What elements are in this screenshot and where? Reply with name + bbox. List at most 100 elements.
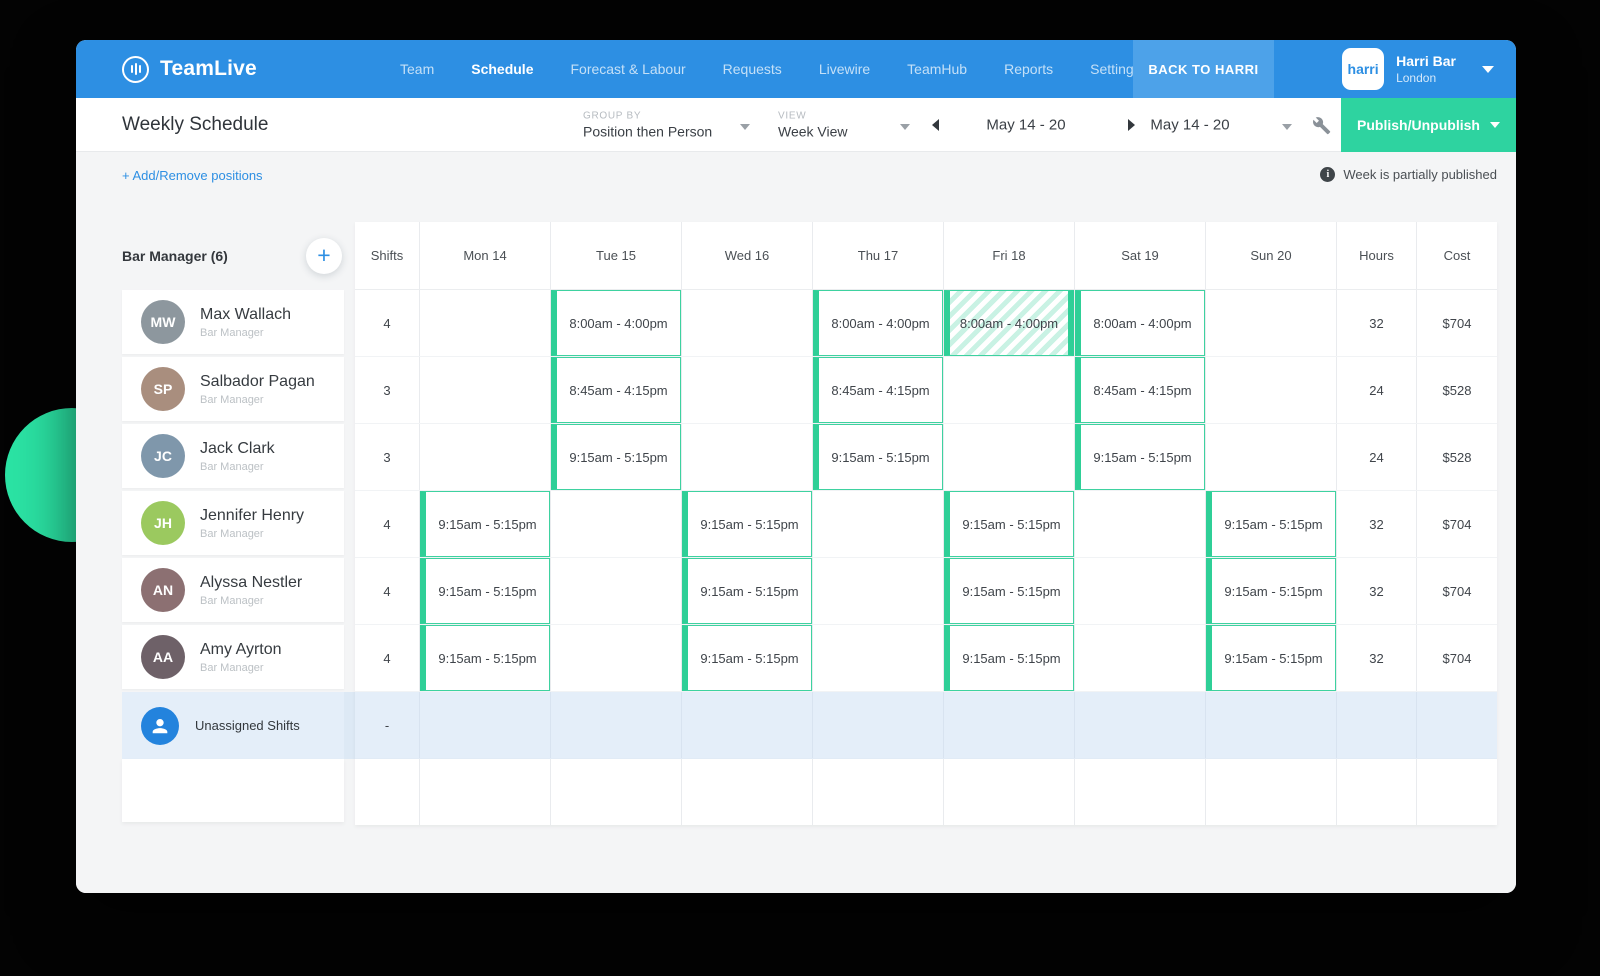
- day-cell[interactable]: 9:15am - 5:15pm: [944, 625, 1075, 691]
- shift-cell[interactable]: 9:15am - 5:15pm: [1206, 558, 1336, 624]
- date-range-picker[interactable]: May 14 - 20: [1150, 116, 1230, 133]
- day-cell[interactable]: [682, 692, 813, 758]
- settings-wrench-icon[interactable]: [1312, 116, 1331, 140]
- nav-item-livewire[interactable]: Livewire: [818, 61, 871, 77]
- date-range[interactable]: May 14 - 20: [986, 116, 1066, 133]
- day-cell[interactable]: [1075, 692, 1206, 758]
- day-cell[interactable]: [813, 491, 944, 557]
- day-cell[interactable]: 8:00am - 4:00pm: [551, 290, 682, 356]
- nav-item-team[interactable]: Team: [400, 61, 435, 77]
- day-cell[interactable]: 8:45am - 4:15pm: [813, 357, 944, 423]
- day-cell[interactable]: [944, 692, 1075, 758]
- shift-cell[interactable]: 9:15am - 5:15pm: [682, 491, 812, 557]
- day-cell[interactable]: 9:15am - 5:15pm: [1206, 491, 1337, 557]
- day-cell[interactable]: [944, 424, 1075, 490]
- add-employee-button[interactable]: +: [306, 238, 342, 274]
- day-cell[interactable]: [682, 357, 813, 423]
- view-dropdown[interactable]: VIEW Week View: [778, 110, 848, 139]
- publish-unpublish-button[interactable]: Publish/Unpublish: [1341, 98, 1516, 152]
- employee-row[interactable]: JC Jack Clark Bar Manager: [122, 424, 344, 488]
- shift-cell[interactable]: 8:45am - 4:15pm: [813, 357, 943, 423]
- employee-row[interactable]: AA Amy Ayrton Bar Manager: [122, 625, 344, 689]
- shift-cell[interactable]: 9:15am - 5:15pm: [682, 558, 812, 624]
- nav-item-teamhub[interactable]: TeamHub: [907, 61, 968, 77]
- nav-item-forecast-labour[interactable]: Forecast & Labour: [570, 61, 686, 77]
- shift-cell[interactable]: 9:15am - 5:15pm: [551, 424, 681, 490]
- day-cell[interactable]: [944, 357, 1075, 423]
- day-cell[interactable]: 9:15am - 5:15pm: [420, 558, 551, 624]
- group-by-dropdown[interactable]: GROUP BY Position then Person: [583, 110, 712, 139]
- nav-item-reports[interactable]: Reports: [1004, 61, 1054, 77]
- day-cell[interactable]: [1206, 357, 1337, 423]
- nav-item-settings[interactable]: Settings: [1090, 61, 1141, 77]
- day-cell[interactable]: 8:00am - 4:00pm: [813, 290, 944, 356]
- shift-cell[interactable]: 9:15am - 5:15pm: [944, 491, 1074, 557]
- shift-cell[interactable]: 9:15am - 5:15pm: [420, 558, 550, 624]
- add-remove-positions-link[interactable]: + Add/Remove positions: [122, 168, 263, 183]
- account-menu[interactable]: harri Harri Bar London: [1342, 40, 1494, 98]
- shift-cell[interactable]: 8:45am - 4:15pm: [1075, 357, 1205, 423]
- shift-cell[interactable]: 9:15am - 5:15pm: [944, 625, 1074, 691]
- nav-item-requests[interactable]: Requests: [722, 61, 782, 77]
- shift-cell[interactable]: 9:15am - 5:15pm: [420, 625, 550, 691]
- shift-cell[interactable]: 8:45am - 4:15pm: [551, 357, 681, 423]
- day-cell[interactable]: [813, 625, 944, 691]
- shift-cell[interactable]: 9:15am - 5:15pm: [944, 558, 1074, 624]
- day-cell[interactable]: 9:15am - 5:15pm: [682, 491, 813, 557]
- previous-week-arrow[interactable]: [932, 119, 939, 131]
- day-cell[interactable]: [420, 692, 551, 758]
- day-cell[interactable]: 9:15am - 5:15pm: [1206, 558, 1337, 624]
- shift-cell[interactable]: 9:15am - 5:15pm: [1206, 625, 1336, 691]
- day-cell[interactable]: [551, 491, 682, 557]
- day-cell[interactable]: [1075, 558, 1206, 624]
- shift-cell[interactable]: 8:00am - 4:00pm: [551, 290, 681, 356]
- employee-row[interactable]: JH Jennifer Henry Bar Manager: [122, 491, 344, 555]
- shift-cell[interactable]: 8:00am - 4:00pm: [813, 290, 943, 356]
- shift-cell[interactable]: 9:15am - 5:15pm: [420, 491, 550, 557]
- day-cell[interactable]: [1206, 692, 1337, 758]
- shift-cell[interactable]: 9:15am - 5:15pm: [682, 625, 812, 691]
- next-week-arrow[interactable]: [1128, 119, 1135, 131]
- day-cell[interactable]: 9:15am - 5:15pm: [813, 424, 944, 490]
- chevron-down-icon[interactable]: [740, 124, 750, 130]
- employee-row[interactable]: MW Max Wallach Bar Manager: [122, 290, 344, 354]
- chevron-down-icon[interactable]: [900, 124, 910, 130]
- back-to-harri-button[interactable]: BACK TO HARRI: [1133, 40, 1274, 98]
- day-cell[interactable]: [551, 625, 682, 691]
- day-cell[interactable]: 9:15am - 5:15pm: [420, 491, 551, 557]
- day-cell[interactable]: 9:15am - 5:15pm: [1206, 625, 1337, 691]
- chevron-down-icon[interactable]: [1282, 124, 1292, 130]
- day-cell[interactable]: 9:15am - 5:15pm: [551, 424, 682, 490]
- shift-cell[interactable]: 9:15am - 5:15pm: [813, 424, 943, 490]
- unassigned-shifts-row[interactable]: Unassigned Shifts: [122, 692, 344, 759]
- employee-row[interactable]: AN Alyssa Nestler Bar Manager: [122, 558, 344, 622]
- day-cell[interactable]: [551, 558, 682, 624]
- day-cell[interactable]: [420, 424, 551, 490]
- shift-cell[interactable]: 9:15am - 5:15pm: [1206, 491, 1336, 557]
- day-cell[interactable]: 8:00am - 4:00pm: [944, 290, 1075, 356]
- employee-row[interactable]: SP Salbador Pagan Bar Manager: [122, 357, 344, 421]
- day-cell[interactable]: [813, 692, 944, 758]
- day-cell[interactable]: [420, 290, 551, 356]
- day-cell[interactable]: [813, 558, 944, 624]
- shift-cell[interactable]: 9:15am - 5:15pm: [1075, 424, 1205, 490]
- day-cell[interactable]: 9:15am - 5:15pm: [1075, 424, 1206, 490]
- shift-cell[interactable]: 8:00am - 4:00pm: [1075, 290, 1205, 356]
- day-cell[interactable]: 9:15am - 5:15pm: [420, 625, 551, 691]
- day-cell[interactable]: 8:00am - 4:00pm: [1075, 290, 1206, 356]
- day-cell[interactable]: [1206, 424, 1337, 490]
- day-cell[interactable]: [682, 290, 813, 356]
- day-cell[interactable]: [551, 692, 682, 758]
- day-cell[interactable]: 9:15am - 5:15pm: [682, 558, 813, 624]
- day-cell[interactable]: 8:45am - 4:15pm: [1075, 357, 1206, 423]
- day-cell[interactable]: [1206, 290, 1337, 356]
- day-cell[interactable]: 9:15am - 5:15pm: [682, 625, 813, 691]
- day-cell[interactable]: [1075, 625, 1206, 691]
- day-cell[interactable]: [682, 424, 813, 490]
- day-cell[interactable]: [420, 357, 551, 423]
- day-cell[interactable]: 8:45am - 4:15pm: [551, 357, 682, 423]
- day-cell[interactable]: 9:15am - 5:15pm: [944, 491, 1075, 557]
- shift-cell-hatched[interactable]: 8:00am - 4:00pm: [944, 290, 1074, 356]
- nav-item-schedule[interactable]: Schedule: [471, 61, 534, 77]
- day-cell[interactable]: [1075, 491, 1206, 557]
